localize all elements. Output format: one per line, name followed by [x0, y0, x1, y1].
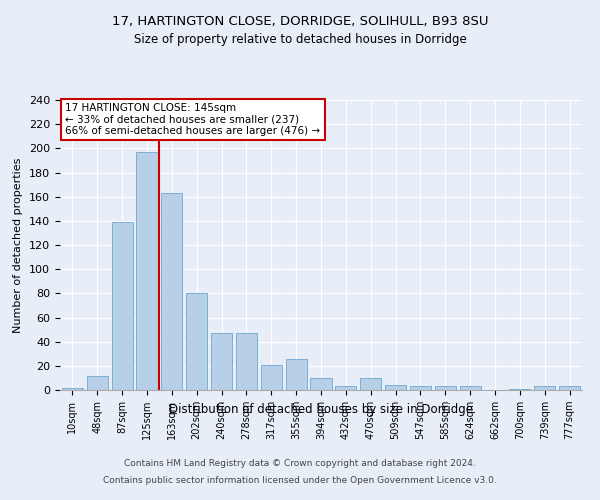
Y-axis label: Number of detached properties: Number of detached properties [13, 158, 23, 332]
Text: Size of property relative to detached houses in Dorridge: Size of property relative to detached ho… [134, 32, 466, 46]
Bar [360, 378, 381, 390]
Text: 17 HARTINGTON CLOSE: 145sqm
← 33% of detached houses are smaller (237)
66% of se: 17 HARTINGTON CLOSE: 145sqm ← 33% of det… [65, 103, 320, 136]
Bar [385, 385, 406, 390]
Bar [211, 333, 232, 390]
Bar [435, 386, 456, 390]
Text: Distribution of detached houses by size in Dorridge: Distribution of detached houses by size … [169, 402, 473, 415]
Bar [310, 378, 332, 390]
Bar [460, 386, 481, 390]
Text: Contains public sector information licensed under the Open Government Licence v3: Contains public sector information licen… [103, 476, 497, 485]
Bar [261, 364, 282, 390]
Bar [161, 193, 182, 390]
Bar [509, 389, 530, 390]
Bar [559, 386, 580, 390]
Bar [410, 386, 431, 390]
Text: Contains HM Land Registry data © Crown copyright and database right 2024.: Contains HM Land Registry data © Crown c… [124, 458, 476, 468]
Bar [87, 376, 108, 390]
Bar [112, 222, 133, 390]
Bar [186, 294, 207, 390]
Bar [62, 388, 83, 390]
Bar [236, 333, 257, 390]
Bar [136, 152, 158, 390]
Bar [286, 358, 307, 390]
Bar [335, 386, 356, 390]
Text: 17, HARTINGTON CLOSE, DORRIDGE, SOLIHULL, B93 8SU: 17, HARTINGTON CLOSE, DORRIDGE, SOLIHULL… [112, 15, 488, 28]
Bar [534, 386, 555, 390]
